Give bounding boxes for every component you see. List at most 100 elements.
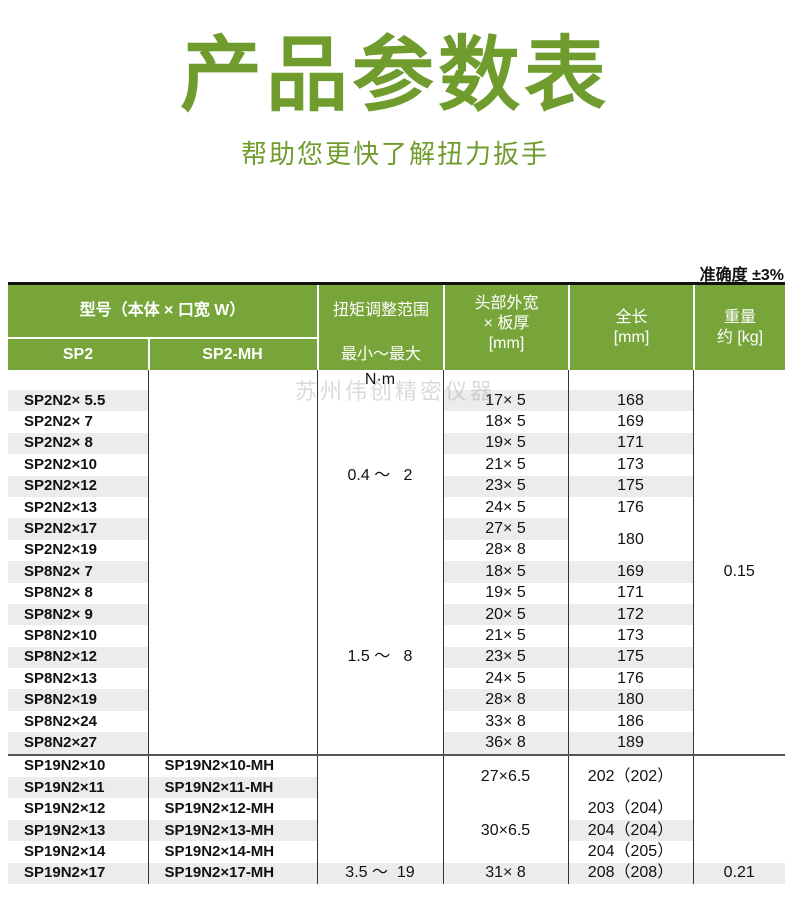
length-cell: 180 <box>567 518 693 562</box>
model-sp2: SP8N2×10 <box>8 625 149 647</box>
header-torque: 扭矩调整范围 <box>332 302 429 319</box>
head-cell: 33× 8 <box>442 710 569 733</box>
header-weight: 重量 约 [kg] <box>716 309 764 346</box>
table-row: SP19N2×11 SP19N2×11-MH <box>8 777 785 799</box>
model-sp2-mh: SP19N2×10-MH <box>147 753 318 778</box>
table-header: 型号（本体 × 口宽 W） SP2 SP2-MH 扭矩调整范围 最小～最大 头部… <box>8 282 785 370</box>
length-cell: 176 <box>567 496 693 519</box>
model-sp2: SP2N2× 7 <box>8 411 149 433</box>
table-row: SP2N2× 8 19× 5 171 <box>8 432 785 455</box>
table-row: SP2N2×19 28× 8 <box>8 539 785 562</box>
table-row: SP19N2×13 SP19N2×13-MH 204（204） <box>8 819 785 842</box>
model-sp2: SP2N2× 8 <box>8 432 149 455</box>
length-cell: 169 <box>567 561 693 583</box>
length-cell: 173 <box>567 625 693 647</box>
head-cell: 23× 5 <box>442 646 569 669</box>
head-cell: 18× 5 <box>442 561 569 583</box>
model-sp2-mh: SP19N2×12-MH <box>147 798 318 820</box>
model-sp2: SP2N2×13 <box>8 496 149 519</box>
table-row: SP2N2×12 23× 5 175 <box>8 475 785 497</box>
model-sp2: SP8N2×24 <box>8 710 149 733</box>
length-cell: 172 <box>567 603 693 626</box>
model-sp2: SP19N2×13 <box>8 819 149 842</box>
model-sp2-mh: SP19N2×11-MH <box>147 777 317 799</box>
model-sp2-mh: SP19N2×13-MH <box>147 819 318 842</box>
length-cell: 176 <box>567 668 693 690</box>
model-sp2: SP19N2×12 <box>8 798 149 820</box>
model-sp2-mh: SP19N2×14-MH <box>147 841 318 863</box>
length-cell: 175 <box>567 475 693 497</box>
head-cell: 27× 5 <box>442 518 569 540</box>
table-row: SP19N2×14 SP19N2×14-MH 204（205） <box>8 841 785 863</box>
header-length: 全长 [mm] <box>613 309 650 346</box>
model-sp2: SP8N2×19 <box>8 689 149 711</box>
model-sp2: SP8N2× 9 <box>8 603 149 626</box>
length-cell: 204（204） <box>567 819 693 842</box>
length-cell: 203（204） <box>567 798 693 820</box>
head-cell: 28× 8 <box>442 689 569 711</box>
head-cell: 27×6.5 <box>442 753 569 799</box>
header-sp2: SP2 <box>62 345 94 363</box>
model-sp2: SP8N2×13 <box>8 668 149 690</box>
table-row: SP8N2×27 36× 8 189 <box>8 732 785 755</box>
header-torque-range: 最小～最大 <box>340 345 421 363</box>
accuracy-note: 准确度 ±3% <box>699 267 784 284</box>
head-cell: 31× 8 <box>442 862 569 884</box>
weight-cell: 0.15 <box>692 390 785 755</box>
torque-cell: 3.5 ～ 19 <box>316 862 444 884</box>
length-cell: 169 <box>567 411 693 433</box>
head-cell: 23× 5 <box>442 475 569 497</box>
table-row: SP2N2×17 27× 5 180 <box>8 518 785 562</box>
length-cell: 202（202） <box>567 753 694 799</box>
model-sp2: SP8N2×27 <box>8 732 149 755</box>
page-subtitle: 帮助您更快了解扭力扳手 <box>240 140 549 170</box>
length-cell: 204（205） <box>567 841 693 863</box>
header-model: 型号（本体 × 口宽 W） <box>79 302 246 319</box>
length-cell: 189 <box>567 732 693 755</box>
table-row: SP8N2× 8 19× 5 171 <box>8 582 785 604</box>
torque-cell: 1.5 ～ 8 <box>316 561 444 755</box>
unit-row: N·m <box>8 370 785 390</box>
length-cell: 175 <box>567 646 693 669</box>
table-row: SP19N2×10 SP19N2×10-MH 27×6.5 202（202） <box>8 753 785 863</box>
table-row: SP8N2×10 21× 5 173 <box>8 625 785 647</box>
weight-cell: 0.21 <box>692 862 785 884</box>
model-sp2-mh <box>147 390 318 755</box>
table-row: SP2N2×10 21× 5 173 <box>8 454 785 476</box>
head-cell: 21× 5 <box>442 454 569 476</box>
header-head-size: 头部外宽 × 板厚 [mm] <box>474 295 539 352</box>
table-row: SP8N2×12 23× 5 175 <box>8 646 785 669</box>
model-sp2: SP8N2× 8 <box>8 582 149 604</box>
head-cell: 24× 5 <box>442 496 569 519</box>
model-sp2: SP19N2×14 <box>8 841 149 863</box>
torque-cell: 0.4 ～ 2 <box>316 390 444 562</box>
head-cell: 18× 5 <box>442 411 569 433</box>
length-cell: 173 <box>567 454 693 476</box>
table-row: SP8N2× 7 1.5 ～ 8 18× 5 169 <box>8 561 785 755</box>
model-sp2: SP8N2×12 <box>8 646 149 669</box>
model-sp2: SP2N2×19 <box>8 539 149 562</box>
model-sp2-mh: SP19N2×17-MH <box>147 862 318 884</box>
model-sp2: SP19N2×17 <box>8 862 149 884</box>
model-sp2: SP19N2×10 <box>8 753 149 778</box>
model-sp2: SP2N2×17 <box>8 518 149 540</box>
spec-table: N·m SP2N2× 5.5 0.4 ～ 2 17× 5 168 0.15 SP2N2× … <box>8 370 785 884</box>
table-row: SP8N2×24 33× 8 186 <box>8 710 785 733</box>
head-cell: 30×6.5 <box>442 798 569 863</box>
header-sp2-mh: SP2-MH <box>202 345 263 363</box>
table-row: SP19N2×17 SP19N2×17-MH 3.5 ～ 19 31× 8 208（20… <box>8 862 785 884</box>
torque-unit: N·m <box>316 370 444 390</box>
length-cell: 168 <box>567 390 694 412</box>
head-cell: 21× 5 <box>442 625 569 647</box>
model-sp2: SP19N2×11 <box>8 777 149 799</box>
model-sp2: SP2N2×10 <box>8 454 149 476</box>
length-cell: 186 <box>567 710 693 733</box>
head-cell: 28× 8 <box>442 539 568 562</box>
length-cell: 171 <box>567 432 693 455</box>
head-cell: 24× 5 <box>442 668 569 690</box>
model-sp2: SP2N2× 5.5 <box>8 390 149 412</box>
table-row: SP19N2×12 SP19N2×12-MH 30×6.5 203（204） <box>8 798 785 863</box>
model-sp2: SP8N2× 7 <box>8 561 149 583</box>
head-cell: 17× 5 <box>442 390 569 412</box>
length-cell: 208（208） <box>567 862 694 884</box>
